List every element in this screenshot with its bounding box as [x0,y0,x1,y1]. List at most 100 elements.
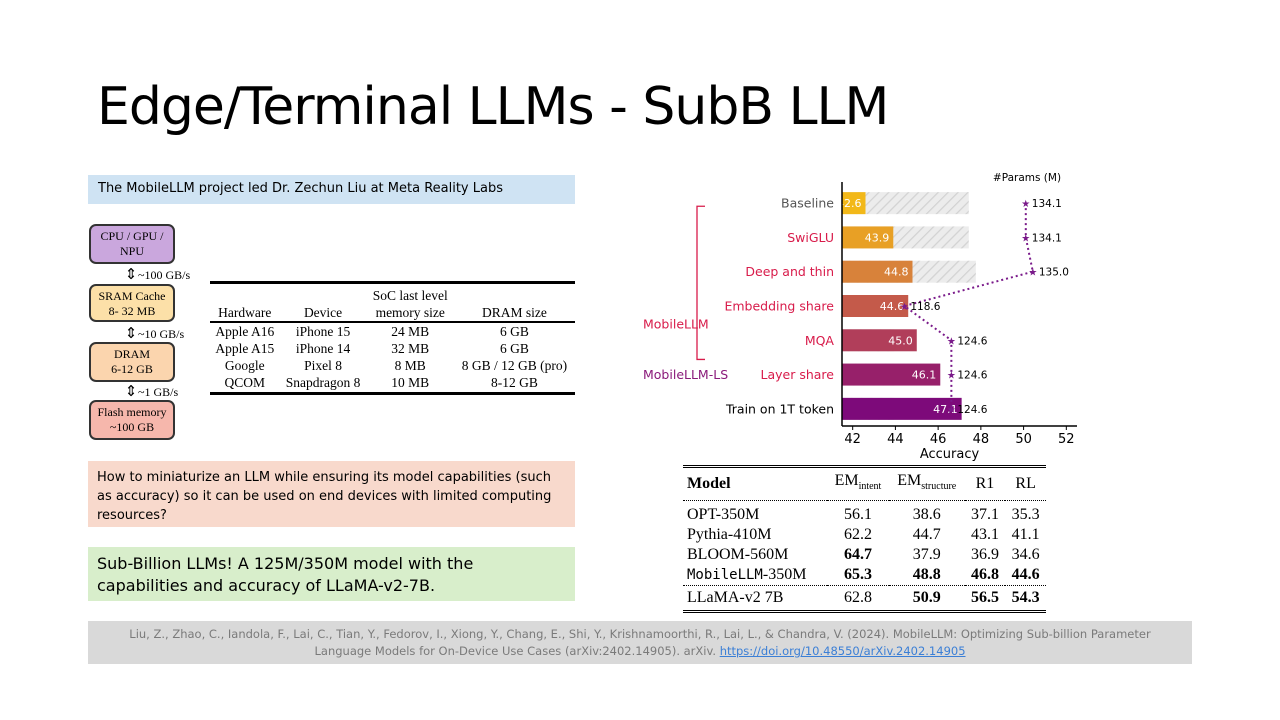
params-value-label: 124.6 [957,335,987,347]
x-tick-label: 48 [973,432,990,447]
table-cell: 32 MB [391,341,430,356]
res-header-em-structure: EMstructure [888,464,965,502]
table-cell: BLOOM-560M [687,546,789,564]
res-header-em-intent: EMintent [827,464,889,502]
bar-value-label: 44.6 [880,300,905,313]
question-text: How to miniaturize an LLM while ensuring… [97,470,552,523]
group-bracket [696,205,705,361]
params-value-label: 135.0 [1039,267,1069,279]
table-cell: Apple A16 [215,324,275,339]
group-label-mobilellm-ls: MobileLLM-LS [643,367,728,382]
table-cell: 35.3 [1011,506,1040,524]
table-cell: 36.9 [970,546,999,564]
double-arrow-icon: ⇕ [124,326,138,342]
hardware-table: SoC last level Hardware Device memory si… [210,281,575,395]
table-cell: 64.7 [843,546,872,564]
table-cell: 56.1 [843,506,872,524]
res-header-em-structure-main: EM [897,472,922,489]
answer-text: Sub-Billion LLMs! A 125M/350M model with… [97,554,474,595]
table-cell: 44.7 [912,526,941,544]
hw-header-device: Device [279,304,367,323]
x-tick-label: 46 [930,432,947,447]
category-label: SwiGLU [787,230,834,245]
params-marker: ★ [947,405,956,416]
table-cell: 48.8 [912,566,941,584]
hw-header-dram: DRAM size [453,304,575,323]
flash-memory-box: Flash memory ~100 GB [89,400,175,440]
dram-label-1: DRAM [113,347,150,361]
params-marker: ★ [1028,268,1037,279]
category-label: Embedding share [724,299,834,314]
citation-box: Liu, Z., Zhao, C., Iandola, F., Lai, C.,… [88,621,1192,664]
results-table: Model EMintent EMstructure R1 RL OPT-350… [683,464,1046,614]
table-cell: Pythia-410M [687,526,772,544]
hw-header-hardware: Hardware [210,304,280,323]
cpu-gpu-npu-box: CPU / GPU / NPU [89,224,175,264]
table-cell: QCOM [210,374,280,395]
params-value-label: 124.6 [957,404,987,416]
mobilellm-name: MobileLLM [687,567,763,584]
params-value-label: 134.1 [1032,232,1062,244]
mobilellm-suffix: -350M [762,566,807,584]
bar [842,295,909,317]
category-label: Layer share [761,367,835,382]
cpu-label-2: NPU [119,244,144,258]
table-row: Apple A16 iPhone 15 24 MB 6 GB [210,322,575,340]
slide-title: Edge/Terminal LLMs - SubB LLM [97,77,889,137]
table-cell: 37.1 [970,506,999,524]
table-cell: iPhone 14 [295,341,351,356]
table-cell: 46.8 [970,566,999,584]
x-tick-label: 50 [1015,432,1032,447]
sram-label-1: SRAM Cache [98,289,166,303]
table-cell: 34.6 [1011,546,1040,564]
table-cell: 62.8 [827,585,889,614]
bar-value-label: 43.9 [865,231,890,244]
params-bar [842,192,969,215]
bar [842,363,941,386]
cpu-label-1: CPU / GPU / [100,229,164,243]
table-cell: 50.9 [888,585,965,614]
bandwidth-3-label: ~1 GB/s [138,385,179,399]
params-legend: #Params (M) [993,172,1061,184]
category-label: MQA [805,333,835,348]
table-cell: OPT-350M [687,506,760,524]
table-cell: iPhone 15 [295,324,351,339]
x-tick-label: 44 [887,432,904,447]
double-arrow-icon: ⇕ [124,384,138,400]
params-value-label: 124.6 [957,370,987,382]
table-row: QCOM Snapdragon 8 10 MB 8-12 GB [210,374,575,395]
res-header-r1: R1 [964,464,1006,502]
table-cell: 41.1 [1011,526,1040,544]
table-cell: 56.5 [964,585,1006,614]
params-marker: ★ [1021,233,1030,244]
hw-header-memory: memory size [366,304,454,323]
table-cell: Google [224,358,265,373]
params-marker: ★ [947,336,956,347]
params-value-label: 134.1 [1032,198,1062,210]
group-label-mobilellm: MobileLLM [643,316,709,331]
table-cell: Snapdragon 8 [279,374,367,395]
bandwidth-2-label: ~10 GB/s [138,327,185,341]
citation-link[interactable]: https://doi.org/10.48550/arXiv.2402.1490… [719,644,966,658]
res-header-em-structure-sub: structure [921,481,957,493]
res-header-em-intent-sub: intent [858,481,882,493]
table-row: Pythia-410M 62.2 44.7 43.1 41.1 [683,525,1046,545]
table-cell: Apple A15 [215,341,275,356]
bar-value-label: 44.8 [884,266,909,279]
bar [842,397,962,420]
answer-box: Sub-Billion LLMs! A 125M/350M model with… [88,547,575,601]
bar [842,192,866,215]
citation-text: Liu, Z., Zhao, C., Iandola, F., Lai, C.,… [129,627,1151,658]
flash-label-2: ~100 GB [109,420,155,434]
bar [842,260,913,283]
category-label: Deep and thin [745,264,834,279]
question-box: How to miniaturize an LLM while ensuring… [88,461,575,527]
table-row: LLaMA-v2 7B 62.8 50.9 56.5 54.3 [683,585,1046,614]
table-row: Apple A15 iPhone 14 32 MB 6 GB [210,340,575,357]
bar-value-label: 42.6 [837,197,862,210]
bandwidth-1: ⇕~100 GB/s [124,265,190,284]
intro-text: The MobileLLM project led Dr. Zechun Liu… [98,181,503,196]
bandwidth-3: ⇕~1 GB/s [124,382,178,401]
table-cell: 8-12 GB [453,374,575,395]
